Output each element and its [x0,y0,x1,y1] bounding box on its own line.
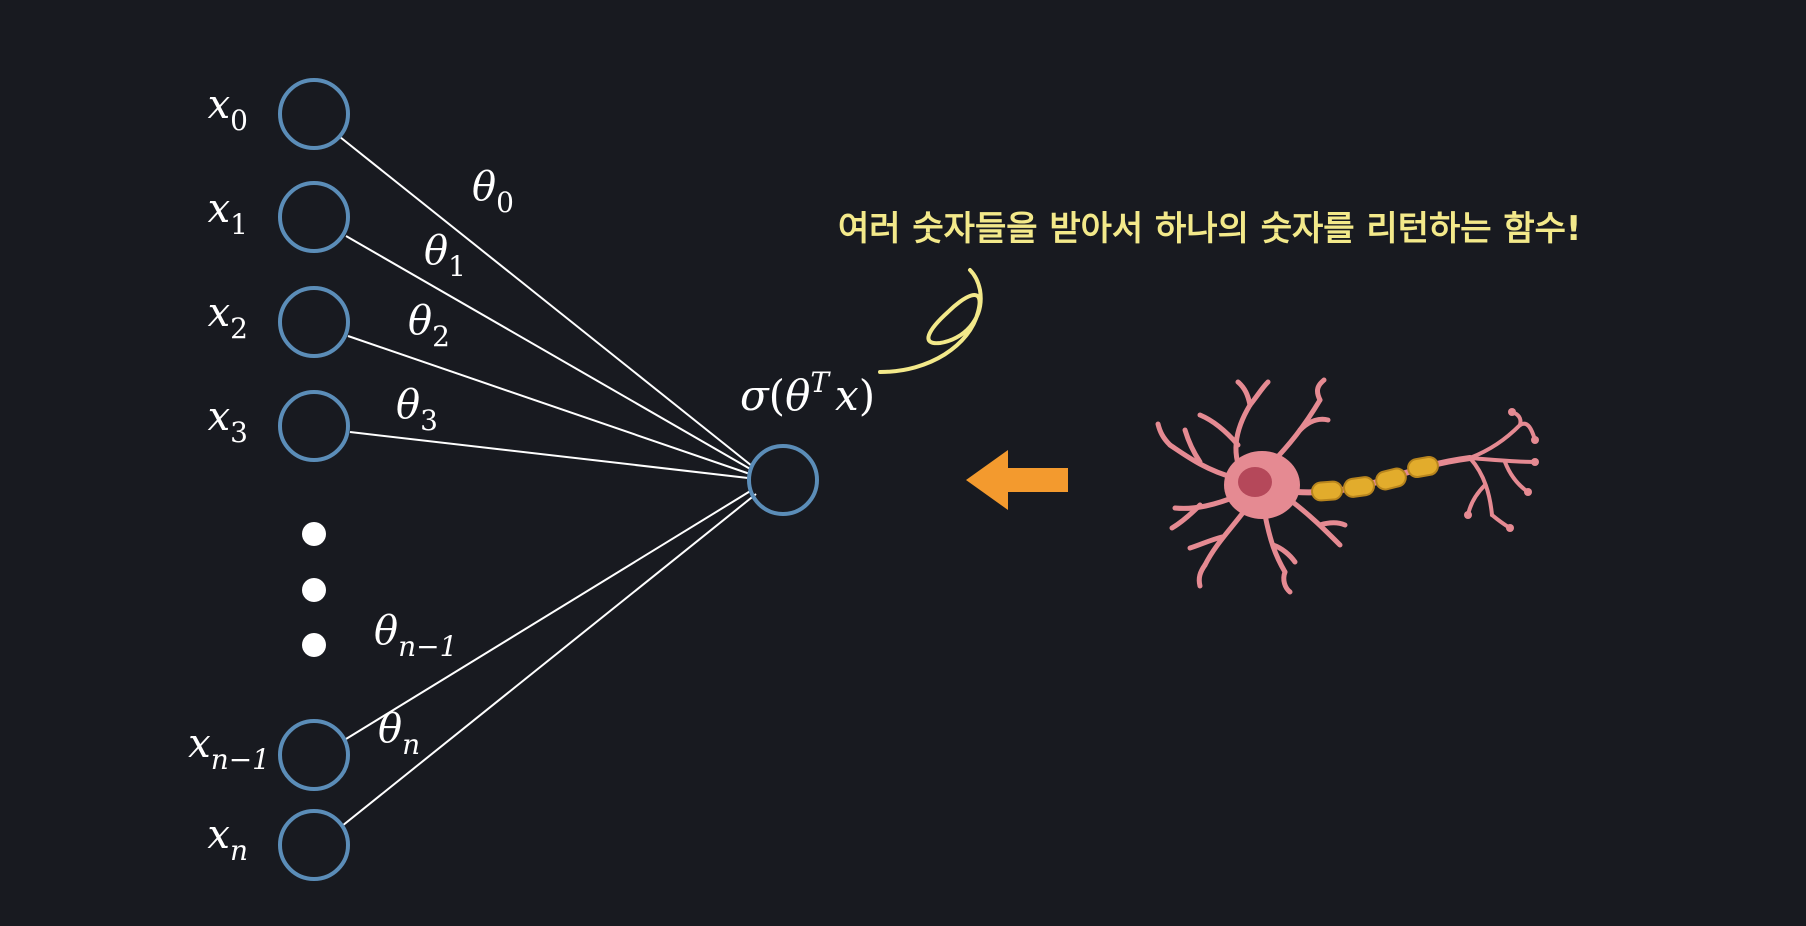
edge-n-1 [345,489,753,740]
input-label-1: x1 [208,186,248,241]
nucleus [1238,467,1272,497]
input-label-n: xn [207,812,248,867]
terminal-bulbs [1464,408,1539,532]
weight-label-3: θ3 [396,382,438,437]
input-label-2: x2 [208,290,248,345]
squiggle-pointer-icon [878,268,983,374]
edge-0 [339,136,753,467]
ellipsis-dot [302,633,326,657]
myelin-sheath [1311,455,1439,502]
output-formula: σ(θT x) [740,366,875,420]
ellipsis-dots [302,522,326,657]
input-node-0 [278,78,350,150]
weight-label-0: θ0 [472,164,514,219]
weight-label-n: θn [378,706,420,761]
ellipsis-dot [302,522,326,546]
input-label-0: x0 [208,82,248,137]
input-node-3 [278,390,350,462]
input-labels: x0 x1 x2 x3 xn−1 xn [188,82,270,867]
input-label-n-1: xn−1 [188,721,270,776]
ellipsis-dot [302,578,326,602]
input-node-2 [278,286,350,358]
weight-label-n-1: θn−1 [374,608,457,663]
edges [339,136,757,827]
input-nodes [278,78,350,881]
output-node [747,444,819,516]
input-node-1 [278,181,350,253]
weight-label-2: θ2 [408,298,450,353]
weight-labels: θ0 θ1 θ2 θ3 θn−1 θn [374,164,514,761]
weight-label-1: θ1 [424,228,466,283]
neuron-illustration [1155,377,1539,595]
input-node-n-1 [278,719,350,791]
edge-2 [347,335,751,475]
edge-3 [349,431,749,479]
input-node-n [278,809,350,881]
edge-1 [345,235,753,471]
input-label-3: x3 [208,394,248,449]
edge-n [341,493,757,827]
annotation-text: 여러 숫자들을 받아서 하나의 숫자를 리턴하는 함수! [838,209,1581,249]
left-arrow-icon [966,450,1068,510]
